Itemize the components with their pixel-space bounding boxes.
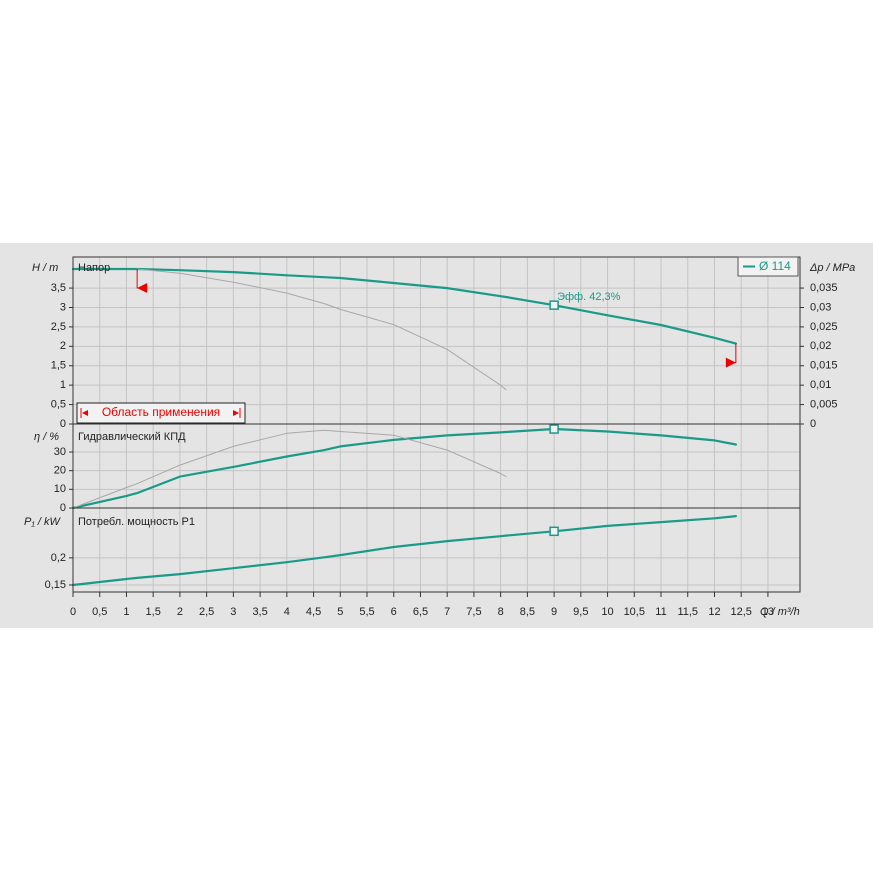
series-line — [72, 429, 507, 509]
x-tick-label: 6,5 — [413, 606, 428, 618]
range-marker — [725, 357, 736, 368]
series-line — [71, 427, 737, 510]
panel-title: Напор — [78, 262, 110, 274]
x-tick-label: 7 — [444, 606, 450, 618]
y2-tick-label: 0 — [810, 418, 816, 430]
range-label: Область применения — [102, 405, 220, 419]
x-tick-label: 10,5 — [624, 606, 645, 618]
x-tick-label: 1,5 — [146, 606, 161, 618]
legend-frame — [737, 256, 799, 277]
y-tick-label: 3 — [60, 301, 66, 313]
y-tick-label: 2,5 — [51, 321, 66, 333]
y-tick-label: 30 — [54, 446, 66, 458]
y2-tick-label: 0,015 — [810, 360, 838, 372]
x-tick-label: 8,5 — [520, 606, 535, 618]
x-tick-label: 12,5 — [730, 606, 751, 618]
y-tick-label: 2 — [60, 340, 66, 352]
y-tick-label: 3,5 — [51, 282, 66, 294]
x-tick-label: 7,5 — [466, 606, 481, 618]
y2-tick-label: 0,025 — [810, 321, 838, 333]
y-tick-label: 1,5 — [51, 360, 66, 372]
x-tick-label: 6 — [391, 606, 397, 618]
range-marker — [137, 283, 148, 294]
x-tick-label: 5 — [337, 606, 343, 618]
x-tick-label: 11,5 — [677, 606, 698, 618]
y2-axis-label: Δp / MPa — [809, 262, 855, 274]
legend-label: Ø 114 — [759, 259, 791, 273]
y-axis-label: H / m — [32, 262, 58, 274]
x-tick-label: 1 — [123, 606, 129, 618]
x-tick-label: 4,5 — [306, 606, 321, 618]
x-tick-label: 3,5 — [252, 606, 267, 618]
x-tick-label: 4 — [284, 606, 290, 618]
series-line — [71, 267, 737, 345]
annotation: Эфф. 42,3% — [557, 291, 621, 303]
duty-point — [549, 526, 559, 537]
y2-tick-label: 0,03 — [810, 301, 831, 313]
x-axis-label: Q / m³/h — [760, 606, 800, 618]
y-tick-label: 10 — [54, 483, 66, 495]
x-tick-label: 3 — [230, 606, 236, 618]
x-tick-label: 9,5 — [573, 606, 588, 618]
panel-title: Гидравлический КПД — [78, 431, 186, 443]
series-line — [71, 515, 737, 587]
duty-point — [549, 424, 559, 434]
range-arrow — [82, 410, 88, 416]
y2-tick-label: 0,005 — [810, 398, 838, 410]
y2-tick-label: 0,035 — [810, 282, 838, 294]
label-layer: 0 0,5 1 1,5 2 2,5 3 3,5 4 4,5 5 5,5 6 6,5 7 7,5 8 8,5 9 9,5… — [45, 269, 838, 618]
x-tick-label: 10 — [601, 606, 613, 618]
panel-title: Потребл. мощность P1 — [78, 516, 195, 528]
y-axis-label: η / % — [34, 431, 59, 443]
x-tick-label: 5,5 — [359, 606, 374, 618]
duty-point — [549, 300, 559, 310]
y-tick-label: 0,15 — [45, 579, 66, 591]
y-tick-label: 0 — [60, 502, 66, 514]
x-tick-label: 0 — [70, 606, 76, 618]
legend: Ø 114 — [737, 256, 799, 277]
y2-tick-label: 0,02 — [810, 340, 831, 352]
y-tick-label: 0,2 — [51, 552, 66, 564]
y2-tick-label: 0,01 — [810, 379, 831, 391]
x-tick-label: 13 — [762, 606, 774, 618]
series-layer — [71, 267, 737, 587]
range-box-frame — [76, 402, 246, 424]
x-tick-label: 2,5 — [199, 606, 214, 618]
x-tick-label: 12 — [708, 606, 720, 618]
y-tick-label: 1 — [60, 379, 66, 391]
y-tick-label: 0 — [60, 418, 66, 430]
x-tick-label: 2 — [177, 606, 183, 618]
x-tick-label: 11 — [655, 606, 666, 618]
y-tick-label: 20 — [54, 465, 66, 477]
x-tick-label: 9 — [551, 606, 557, 618]
x-tick-label: 0,5 — [92, 606, 107, 618]
range-box: Область применения — [76, 402, 246, 424]
range-arrow — [233, 410, 239, 416]
y-axis-label: P₁ / kW — [24, 516, 61, 528]
x-tick-label: 8 — [498, 606, 504, 618]
y-tick-label: 0,5 — [51, 398, 66, 410]
series-line — [136, 268, 507, 391]
